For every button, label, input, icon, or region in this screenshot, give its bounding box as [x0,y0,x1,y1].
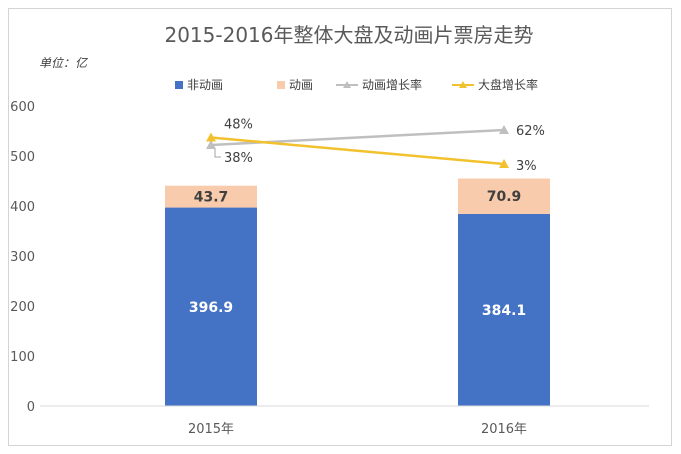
y-tick-label: 0 [27,400,35,415]
line-label-market-growth: 48% [224,118,253,133]
legend-label-animation-growth: 动画增长率 [362,77,422,92]
legend: 非动画 动画 动画增长率 大盘增长率 [175,77,538,92]
marker-market-growth [499,159,509,168]
line-label-market-growth: 3% [516,159,537,174]
bar-label-animation: 70.9 [487,189,522,205]
legend-label-market-growth: 大盘增长率 [478,77,538,92]
bar-label-non-animation: 384.1 [482,303,526,319]
legend-label-non-animation: 非动画 [187,78,223,92]
chart-frame: 2015-2016年整体大盘及动画片票房走势 单位：亿 非动画 动画 动画增长率… [8,8,672,446]
legend-marker-animation-growth [343,81,351,88]
label-leader-animation-growth [214,149,221,158]
legend-label-animation: 动画 [289,78,313,92]
y-tick-label: 100 [10,350,35,365]
x-axis: 2015年 2016年 [188,422,527,437]
y-tick-label: 300 [10,250,35,265]
legend-swatch-non-animation [175,81,183,89]
bar-animation [458,178,550,214]
line-animation-growth [210,128,505,147]
bar-label-animation: 43.7 [194,190,229,206]
bar-non-animation [458,213,550,406]
legend-marker-market-growth [459,81,467,88]
bars: 396.9 43.7 384.1 70.9 [165,178,550,406]
line-label-animation-growth: 38% [224,151,253,166]
chart-svg: 2015-2016年整体大盘及动画片票房走势 单位：亿 非动画 动画 动画增长率… [10,23,649,437]
y-axis: 0 100 200 300 400 500 600 [10,100,35,415]
chart-title: 2015-2016年整体大盘及动画片票房走势 [164,23,533,47]
y-tick-label: 600 [10,100,35,115]
marker-animation-growth [206,140,216,149]
bar-animation [165,185,257,208]
x-tick-label: 2015年 [188,422,234,437]
y-tick-label: 500 [10,150,35,165]
x-tick-label: 2016年 [481,422,527,437]
line-market-growth [210,136,505,166]
legend-swatch-animation [277,81,285,89]
unit-label: 单位：亿 [39,56,89,70]
bar-label-non-animation: 396.9 [189,300,233,316]
line-label-animation-growth: 62% [516,124,545,139]
bar-non-animation [165,207,257,406]
marker-animation-growth [499,125,509,134]
y-tick-label: 200 [10,300,35,315]
growth-lines: 38% 62% 48% 3% [206,118,545,174]
y-tick-label: 400 [10,200,35,215]
marker-market-growth [206,132,216,142]
